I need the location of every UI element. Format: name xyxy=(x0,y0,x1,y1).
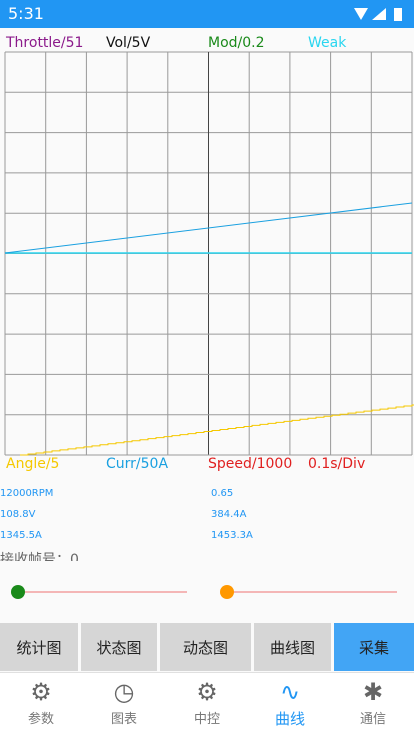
nav-label[interactable]: 通信 xyxy=(359,712,386,727)
top-label: Weak xyxy=(308,35,347,51)
top-label: Mod/0.2 xyxy=(208,35,265,51)
bottom-nav xyxy=(0,672,414,736)
nav-icon[interactable]: ∿ xyxy=(279,678,301,706)
nav-label[interactable]: 曲线 xyxy=(274,710,305,728)
sliders[interactable] xyxy=(0,580,414,606)
nav-icon[interactable]: ◷ xyxy=(113,678,135,706)
scope xyxy=(4,51,414,456)
reading: 1345.5A xyxy=(0,530,42,541)
nav-label[interactable]: 中控 xyxy=(193,712,220,727)
tab-button[interactable]: 状态图 xyxy=(81,623,157,671)
status-icons xyxy=(354,8,402,21)
reading: 384.4A xyxy=(211,509,247,520)
reading: 108.8V xyxy=(0,509,36,520)
nav-label[interactable]: 参数 xyxy=(27,712,54,727)
status-bar: 5:31 xyxy=(0,0,414,28)
frame-label: 接收帧号：0 xyxy=(0,552,79,561)
nav-label[interactable]: 图表 xyxy=(110,712,137,727)
bottom-label: Angle/5 xyxy=(6,456,60,472)
tab-button[interactable]: 动态图 xyxy=(160,623,251,671)
nav-icon[interactable]: ✱ xyxy=(362,678,384,706)
bottom-label: 0.1s/Div xyxy=(308,456,366,472)
tab-button[interactable]: 统计图 xyxy=(0,623,78,671)
reading: 1453.3A xyxy=(211,530,253,541)
nav-icon[interactable]: ⚙ xyxy=(30,678,52,706)
top-label: Throttle/51 xyxy=(6,35,84,51)
tab-button[interactable]: 采集 xyxy=(334,623,414,671)
bottom-label: Speed/1000 xyxy=(208,456,293,472)
reading: 0.65 xyxy=(211,488,234,499)
nav-icon[interactable]: ⚙ xyxy=(196,678,218,706)
tab-button[interactable]: 曲线图 xyxy=(254,623,331,671)
reading: 12000RPM xyxy=(0,488,54,499)
top-label: Vol/5V xyxy=(106,35,151,51)
clock: 5:31 xyxy=(8,4,44,23)
bottom-label: Curr/50A xyxy=(106,456,169,472)
